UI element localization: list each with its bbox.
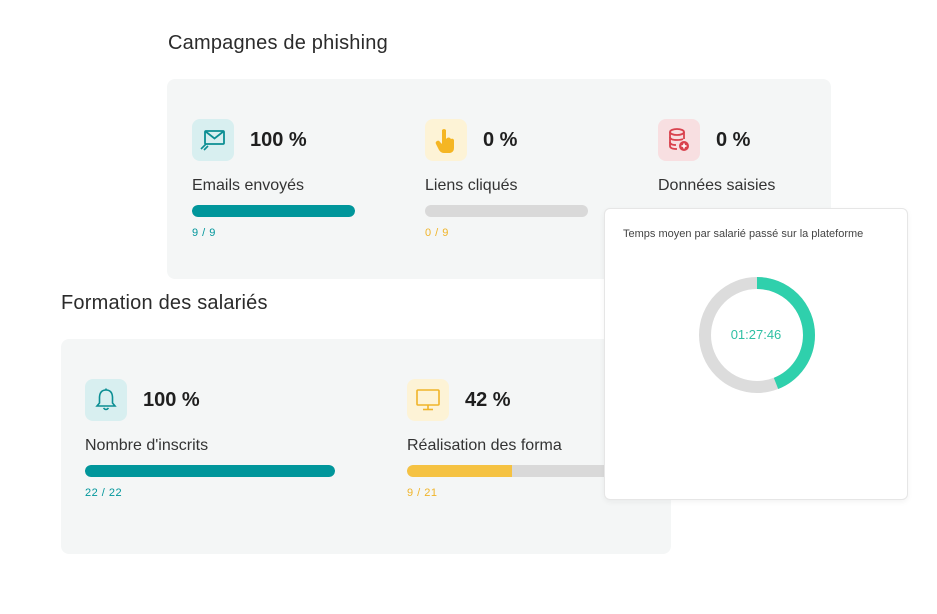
links-clicked-label: Liens cliqués [425, 177, 518, 194]
links-clicked-count: 0 / 9 [425, 227, 449, 239]
enrolled-progress-bar [85, 465, 335, 477]
training-completion-count: 9 / 21 [407, 487, 438, 499]
phishing-section-title: Campagnes de phishing [168, 32, 388, 54]
links-clicked-percent: 0 % [483, 128, 518, 151]
average-time-value: 01:27:46 [730, 327, 782, 342]
phishing-card: 100 % Emails envoyés 9 / 9 0 % Liens cli… [167, 79, 831, 279]
emails-sent-label: Emails envoyés [192, 177, 305, 194]
average-time-panel: Temps moyen par salarié passé sur la pla… [604, 208, 908, 500]
monitor-icon [407, 379, 449, 421]
stat-training-completion: 42 % Réalisation des forma 9 / 21 [407, 379, 657, 499]
data-entered-label: Données saisies [658, 177, 776, 194]
training-completion-label: Réalisation des forma [407, 437, 562, 454]
average-time-title: Temps moyen par salarié passé sur la pla… [623, 228, 864, 240]
training-completion-percent: 42 % [465, 388, 511, 411]
emails-sent-progress-bar [192, 205, 355, 217]
links-clicked-progress-bar [425, 205, 588, 217]
training-completion-progress-bar [407, 465, 657, 477]
emails-sent-percent: 100 % [250, 128, 307, 151]
stat-emails-sent: 100 % Emails envoyés 9 / 9 [192, 119, 355, 239]
data-entered-percent: 0 % [716, 128, 751, 151]
emails-sent-count: 9 / 9 [192, 227, 216, 239]
stat-links-clicked: 0 % Liens cliqués 0 / 9 [425, 119, 588, 239]
database-icon [658, 119, 700, 161]
average-time-donut-chart [699, 277, 815, 393]
training-section-title: Formation des salariés [61, 292, 268, 314]
stat-enrolled: 100 % Nombre d'inscrits 22 / 22 [85, 379, 335, 499]
training-card: 100 % Nombre d'inscrits 22 / 22 42 % Réa… [61, 339, 671, 554]
enrolled-count: 22 / 22 [85, 487, 123, 499]
bell-icon [85, 379, 127, 421]
donut-arc [699, 277, 815, 393]
stat-data-entered: 0 % Données saisies [658, 119, 821, 195]
enrolled-percent: 100 % [143, 388, 200, 411]
envelope-icon [192, 119, 234, 161]
pointer-hand-icon [425, 119, 467, 161]
enrolled-label: Nombre d'inscrits [85, 437, 209, 454]
